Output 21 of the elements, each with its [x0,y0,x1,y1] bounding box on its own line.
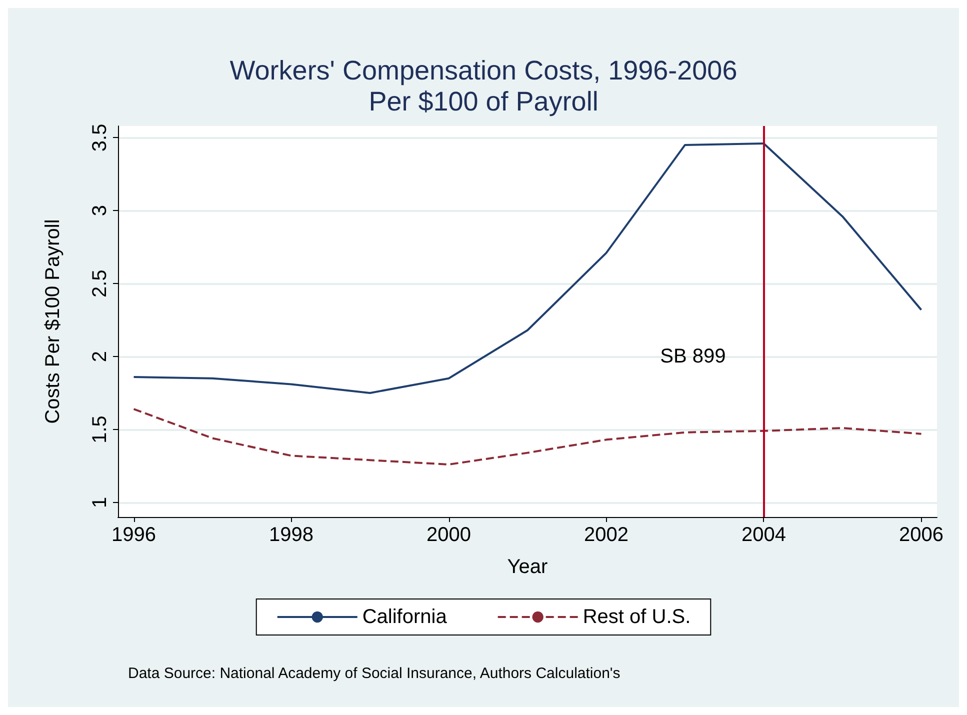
x-tick-label: 1998 [269,524,314,546]
x-tick-label: 2004 [742,524,786,546]
line-series [132,408,922,466]
source-note: Data Source: National Academy of Social Insurance, Authors Calculation's [128,665,620,682]
x-tick-label: 2002 [584,524,628,546]
x-axis-title: Year [507,556,548,578]
y-tick-label: 2.5 [89,270,111,298]
line-series [132,142,922,394]
y-axis-title: Costs Per $100 Payroll [42,219,64,424]
y-tick-label: 1.5 [89,416,111,444]
x-tick-label: 1996 [112,524,156,546]
y-tick-label: 1 [89,496,111,508]
y-tick-label: 3 [89,205,111,216]
x-tick-label: 2000 [426,524,471,546]
chart-title: Workers' Compensation Costs, 1996-2006 Per $100 of Payroll [230,56,738,116]
ref-line-label: SB 899 [660,346,726,368]
y-tick-label: 3.5 [89,124,111,152]
x-tick-label: 2006 [899,524,944,546]
y-tick-label: 2 [89,350,111,362]
legend-label: California [362,606,448,628]
legend-label: Rest of U.S. [582,606,691,628]
